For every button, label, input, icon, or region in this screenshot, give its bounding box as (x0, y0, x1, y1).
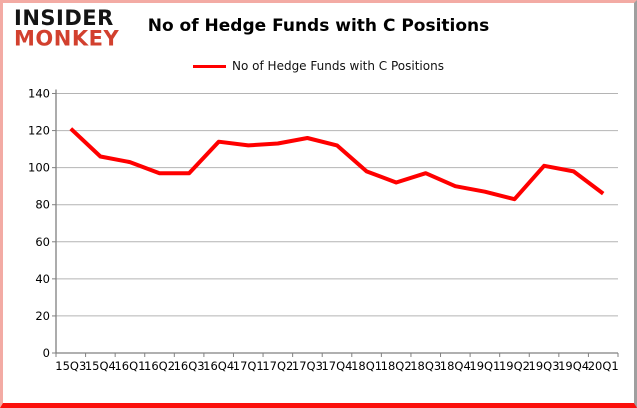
svg-text:40: 40 (35, 272, 50, 286)
svg-text:17Q4: 17Q4 (321, 359, 352, 373)
svg-text:60: 60 (35, 235, 50, 249)
svg-text:17Q1: 17Q1 (233, 359, 264, 373)
svg-text:18Q1: 18Q1 (351, 359, 382, 373)
svg-text:17Q2: 17Q2 (262, 359, 293, 373)
svg-text:15Q4: 15Q4 (85, 359, 116, 373)
svg-text:17Q3: 17Q3 (292, 359, 323, 373)
svg-text:18Q3: 18Q3 (410, 359, 441, 373)
svg-text:19Q2: 19Q2 (499, 359, 530, 373)
legend-line-swatch (193, 64, 227, 68)
svg-text:15Q3: 15Q3 (55, 359, 86, 373)
insider-monkey-logo: INSIDER MONKEY (14, 5, 120, 50)
svg-text:16Q2: 16Q2 (144, 359, 175, 373)
svg-text:18Q4: 18Q4 (440, 359, 471, 373)
chart-title: No of Hedge Funds with C Positions (147, 16, 490, 36)
svg-text:19Q4: 19Q4 (558, 359, 589, 373)
svg-text:19Q1: 19Q1 (469, 359, 500, 373)
svg-text:16Q4: 16Q4 (203, 359, 234, 373)
svg-text:18Q2: 18Q2 (381, 359, 412, 373)
svg-text:0: 0 (43, 346, 50, 360)
svg-text:20Q1: 20Q1 (588, 359, 619, 373)
svg-text:16Q3: 16Q3 (174, 359, 205, 373)
svg-text:120: 120 (28, 124, 50, 138)
line-chart: 0 20 40 60 80 100 120 140 15Q315Q416Q116Q216Q316… (28, 87, 619, 374)
logo-line-monkey: MONKEY (14, 25, 120, 50)
logo-line-insider: INSIDER (14, 5, 114, 31)
legend: No of Hedge Funds with C Positions (3, 59, 634, 73)
svg-text:100: 100 (28, 161, 50, 175)
svg-text:16Q1: 16Q1 (114, 359, 145, 373)
svg-text:19Q3: 19Q3 (529, 359, 560, 373)
svg-text:80: 80 (35, 198, 50, 212)
legend-label: No of Hedge Funds with C Positions (232, 59, 444, 73)
svg-text:20: 20 (35, 309, 50, 323)
svg-text:140: 140 (28, 87, 50, 101)
